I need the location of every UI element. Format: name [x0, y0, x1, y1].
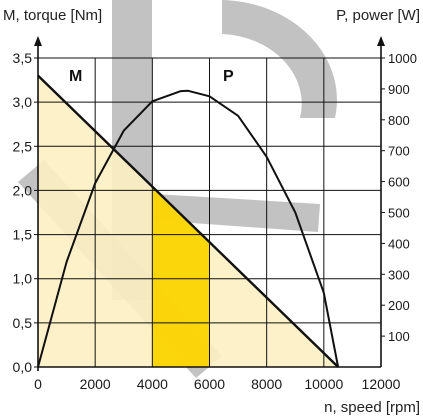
y-left-tick-label: 0,0	[13, 359, 33, 375]
y-right-tick-label: 600	[388, 175, 410, 190]
y-left-tick-label: 2,0	[13, 182, 33, 198]
y-left-tick-label: 2,5	[13, 138, 33, 154]
y-left-tick-label: 1,0	[13, 271, 33, 287]
torque-line	[37, 74, 339, 368]
y-right-tick-label: 200	[388, 298, 410, 313]
labels: M, torque [Nm] P, power [W] n, speed [rp…	[3, 7, 420, 416]
y-left-tick-label: 3,5	[13, 50, 33, 66]
y-right-tick-label: 300	[388, 267, 410, 282]
x-tick-label: 0	[34, 376, 42, 392]
y-right-tick-label: 700	[388, 144, 410, 159]
power-curve	[37, 89, 340, 368]
y-right-tick-label: 400	[388, 236, 410, 251]
y-right-axis-title: P, power [W]	[336, 7, 420, 24]
series-label-p: P	[223, 68, 234, 85]
grid	[38, 57, 381, 367]
y-left-tick-label: 0,5	[13, 315, 33, 331]
x-tick-label: 8000	[251, 376, 282, 392]
x-axis-title: n, speed [rpm]	[324, 399, 420, 416]
x-tick-label: 10000	[304, 376, 343, 392]
y-left-tick-label: 3,0	[13, 94, 33, 110]
y-right-tick-label: 500	[388, 206, 410, 221]
x-tick-label: 4000	[137, 376, 168, 392]
y-right-tick-label: 100	[388, 329, 410, 344]
watermark-arc	[222, 0, 337, 118]
operating-range-fill	[152, 186, 210, 367]
y-left-axis-title: M, torque [Nm]	[3, 7, 102, 24]
x-tick-label: 12000	[362, 376, 401, 392]
y-left-axis-arrow	[34, 36, 42, 46]
series-label-m: M	[69, 68, 82, 85]
y-right-tick-label: 1000	[388, 51, 417, 66]
x-tick-label: 2000	[80, 376, 111, 392]
curves	[37, 74, 340, 368]
x-tick-label: 6000	[194, 376, 225, 392]
y-right-tick-label: 900	[388, 82, 410, 97]
y-right-axis-arrow	[377, 36, 385, 46]
axes	[34, 36, 385, 371]
watermark-bar	[150, 194, 320, 232]
y-left-tick-label: 1,5	[13, 227, 33, 243]
y-right-tick-label: 800	[388, 113, 410, 128]
